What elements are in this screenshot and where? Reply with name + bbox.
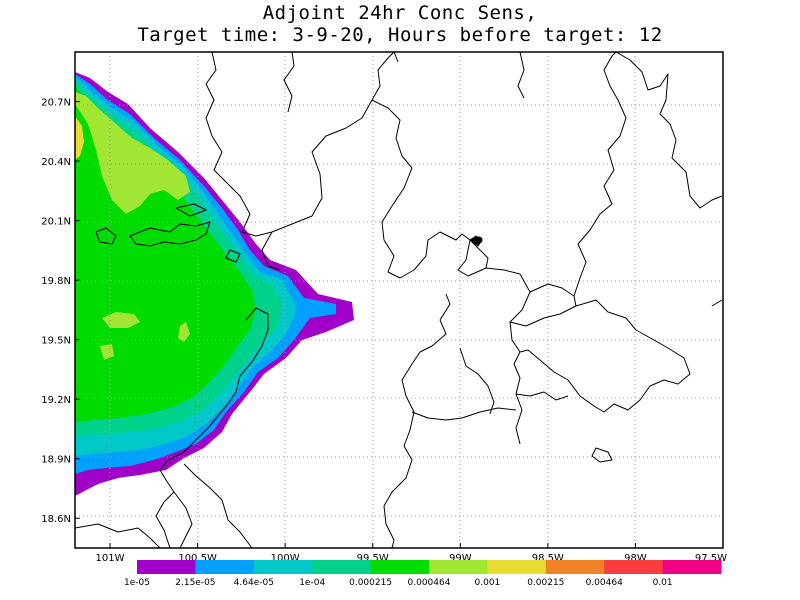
colorbar-swatch [195, 560, 255, 574]
colorbar-label: 0.000464 [408, 578, 451, 588]
colorbar-label: 1e-05 [124, 578, 150, 588]
colorbar-swatch [370, 560, 430, 574]
lon-tick-label: 98W [624, 553, 647, 564]
lon-tick-label: 101W [96, 553, 125, 564]
colorbar-label: 0.01 [653, 578, 673, 588]
colorbar-swatch [312, 560, 372, 574]
lat-tick-label: 19.8N [41, 276, 71, 287]
lat-tick-label: 18.9N [41, 455, 71, 466]
colorbar-swatch [253, 560, 313, 574]
colorbar-label: 0.001 [475, 578, 501, 588]
lat-tick-labels: 20.7N 20.4N 20.1N 19.8N 19.5N 19.2N 18.9N 18.6N [41, 98, 80, 525]
contour-band-0.000464-north [75, 92, 190, 214]
lat-tick-label: 20.1N [41, 217, 71, 228]
lon-tick-label: 100W [271, 553, 300, 564]
lon-tick-label: 99.5W [357, 553, 389, 564]
lat-tick-label: 19.2N [41, 395, 71, 406]
colorbar-label: 0.000215 [349, 578, 392, 588]
colorbar-swatch [545, 560, 605, 574]
grid [75, 52, 723, 548]
colorbar-label: 4.64e-05 [234, 578, 274, 588]
target-point-marker [475, 236, 483, 244]
lat-tick-label: 20.7N [41, 98, 71, 109]
sensitivity-field [75, 72, 354, 496]
colorbar-label: 2.15e-05 [175, 578, 215, 588]
map-frame [74, 51, 724, 549]
lat-tick-label: 20.4N [41, 157, 71, 168]
lon-tick-label: 98.5W [532, 553, 564, 564]
colorbar-label: 1e-04 [299, 578, 325, 588]
lon-tick-labels: 101W 100.5W 100W 99.5W 99W 98.5W 98W 97.5W [96, 543, 727, 564]
colorbar-swatch [429, 560, 488, 574]
contour-band-0.000464-islet1 [102, 312, 140, 328]
contour-band-0.001 [75, 116, 84, 160]
colorbar-label: 0.00464 [586, 578, 623, 588]
lon-tick-label: 100.5W [178, 553, 217, 564]
colorbar-label: 0.00215 [527, 578, 564, 588]
map-title-line1: Adjoint 24hr Conc Sens, [262, 2, 538, 24]
lat-tick-label: 19.5N [41, 336, 71, 347]
colorbar-swatch [662, 560, 722, 574]
colorbar-swatch [604, 560, 664, 574]
lon-tick-label: 97.5W [695, 553, 727, 564]
colorbar: 1e-05 2.15e-05 4.64e-05 1e-04 0.000215 0.0004… [124, 560, 722, 588]
colorbar-swatch [137, 560, 196, 574]
colorbar-swatch [487, 560, 547, 574]
lat-tick-label: 18.6N [41, 514, 71, 525]
lon-tick-label: 99W [449, 553, 472, 564]
contour-band-0.000464-islet2 [178, 322, 190, 342]
map-title-line2: Target time: 3-9-20, Hours before target… [137, 24, 663, 46]
